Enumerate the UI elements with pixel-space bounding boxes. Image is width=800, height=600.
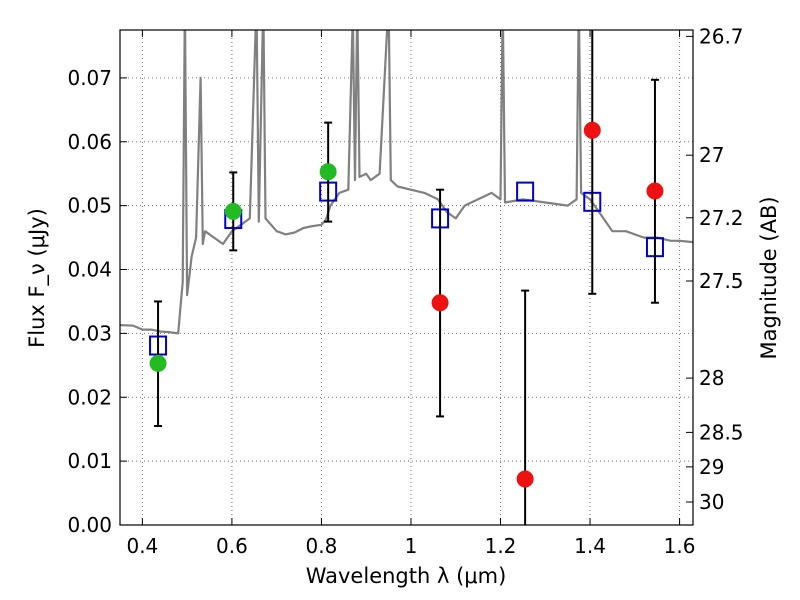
x-axis-label: Wavelength λ (μm) [306,564,507,588]
low-sn-point [431,294,449,312]
y2-tick-label: 30 [699,490,724,514]
y-tick-label: 0.01 [67,449,112,473]
low-sn-point [646,182,664,200]
model-photometry-square [516,181,535,202]
y2-tick-label: 26.7 [699,24,744,48]
y2-axis-label: Magnitude (AB) [757,196,781,359]
tick-labels: 0.4 0.6 0.8 1 1.2 1.4 1.6 0.00 0.01 0.02 0.03 0.04 0… [67,24,743,558]
low-sn-point [583,121,601,139]
y2-tick-label: 27.5 [699,269,744,293]
axes-frame [119,29,694,526]
y2-tick-label: 29 [699,455,724,479]
detection-point [224,202,242,220]
y-tick-label: 0.00 [67,513,112,537]
y-tick-label: 0.06 [67,130,112,154]
y2-tick-label: 27 [699,143,724,167]
y-tick-label: 0.05 [67,194,112,218]
y-tick-label: 0.03 [67,321,112,345]
y-axis-label: Flux F_ν (μJy) [25,208,50,348]
x-tick-label: 0.4 [126,534,158,558]
y-tick-label: 0.07 [67,66,112,90]
x-tick-label: 1.4 [574,534,606,558]
plot-area [120,30,693,335]
grid-lines [120,30,693,526]
model-sed-line [120,30,693,335]
x-tick-label: 1 [405,534,418,558]
y2-tick-label: 28.5 [699,420,744,444]
low-sn-point [516,470,534,488]
y2-tick-label: 27.2 [699,206,744,230]
detection-point [149,354,167,372]
y-tick-label: 0.02 [67,385,112,409]
marker-layer [149,30,664,525]
x-tick-label: 0.8 [306,534,338,558]
x-tick-label: 1.6 [664,534,696,558]
x-tick-label: 1.2 [485,534,517,558]
y-tick-label: 0.04 [67,258,112,282]
detection-point [319,163,337,181]
tick-marks [120,30,693,526]
y2-tick-label: 28 [699,366,724,390]
x-tick-label: 0.6 [216,534,248,558]
